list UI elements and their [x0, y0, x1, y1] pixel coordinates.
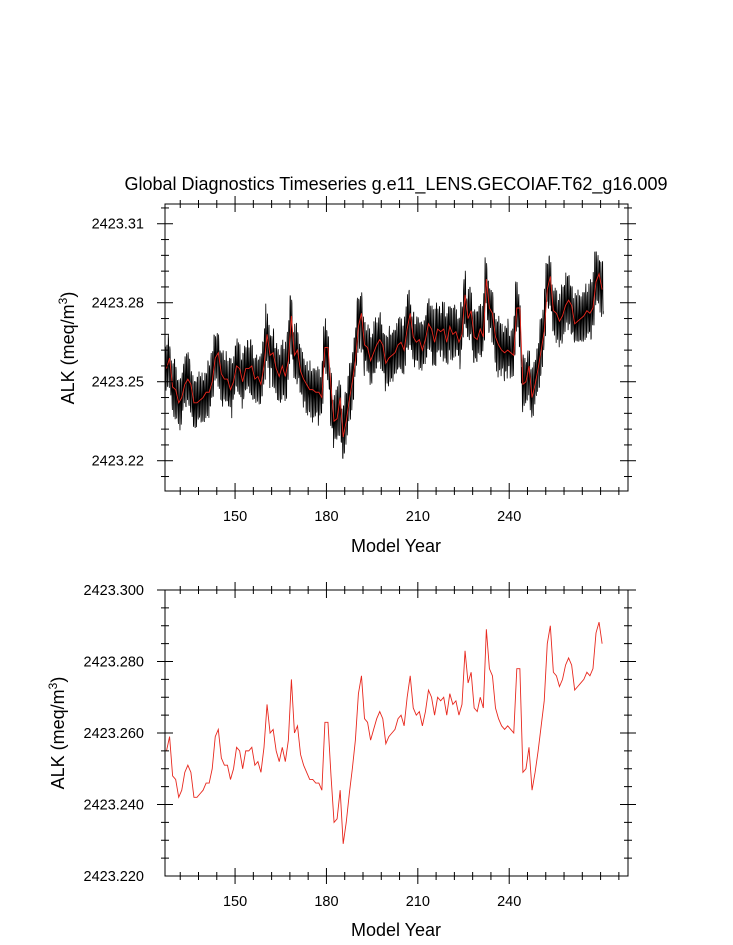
top-x-axis-label: Model Year: [351, 536, 441, 556]
x-tick-label: 210: [406, 894, 430, 910]
y-tick-label: 2423.280: [84, 655, 144, 671]
x-tick-label: 150: [223, 509, 247, 525]
top-y-axis-label: ALK (meq/m3): [56, 292, 78, 405]
top-axis-ticks: 150 180 210 240 2423.22 2423.25 2423.28 2423.31: [92, 196, 636, 525]
y-tick-label: 2423.22: [92, 454, 144, 470]
bottom-plot-frame: [164, 589, 629, 877]
x-tick-label: 180: [314, 509, 338, 525]
top-y-label-sup: 3: [56, 297, 70, 304]
x-tick-label: 210: [406, 509, 430, 525]
top-plot-area: [165, 251, 604, 459]
x-tick-label: 240: [497, 894, 521, 910]
series-line-annual-mean: [166, 272, 603, 438]
bottom-y-label-close: ): [48, 677, 68, 683]
top-plot-frame: [164, 203, 629, 492]
bottom-y-label-main: ALK (meq/m: [48, 689, 68, 789]
chart-title: Global Diagnostics Timeseries g.e11_LENS…: [125, 174, 668, 195]
y-tick-label: 2423.240: [84, 798, 144, 814]
bottom-x-axis-label: Model Year: [351, 920, 441, 940]
series-line-monthly: [165, 251, 604, 459]
series-line-annual-mean: [166, 622, 603, 844]
y-tick-label: 2423.28: [92, 296, 144, 312]
y-tick-label: 2423.260: [84, 726, 144, 742]
bottom-axis-ticks: 150 180 210 240 2423.220 2423.240 2423.260 2423…: [84, 582, 636, 910]
bottom-y-axis-label: ALK (meq/m3): [46, 677, 68, 790]
top-y-label-main: ALK (meq/m: [58, 304, 78, 404]
top-y-label-close: ): [58, 292, 78, 298]
x-tick-label: 180: [314, 894, 338, 910]
y-tick-label: 2423.220: [84, 869, 144, 885]
bottom-chart: 150 180 210 240 2423.220 2423.240 2423.260 2423…: [46, 582, 636, 940]
y-tick-label: 2423.300: [84, 583, 144, 599]
y-tick-label: 2423.31: [92, 217, 144, 233]
bottom-plot-area: [166, 622, 603, 844]
x-tick-label: 150: [223, 894, 247, 910]
bottom-y-label-sup: 3: [46, 682, 60, 689]
x-tick-label: 240: [497, 509, 521, 525]
top-chart: Global Diagnostics Timeseries g.e11_LENS…: [56, 174, 667, 556]
y-tick-label: 2423.25: [92, 375, 144, 391]
